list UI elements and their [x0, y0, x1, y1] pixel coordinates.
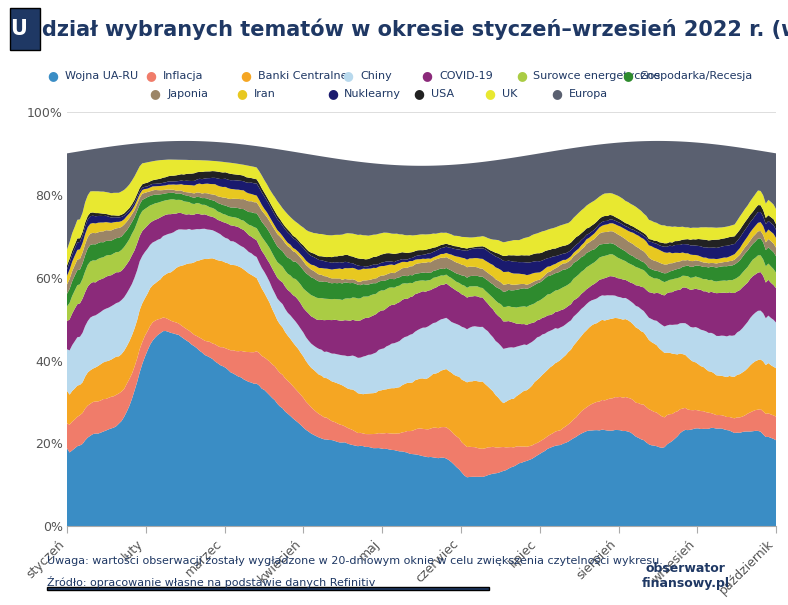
Text: ●: ● — [327, 87, 338, 100]
Text: Nuklearny: Nuklearny — [344, 89, 401, 99]
Text: Chiny: Chiny — [360, 71, 392, 80]
Text: ●: ● — [343, 69, 354, 82]
Text: ●: ● — [516, 69, 527, 82]
Text: Iran: Iran — [254, 89, 276, 99]
Text: COVID-19: COVID-19 — [439, 71, 492, 80]
Text: U: U — [10, 19, 27, 39]
Text: Źródło: opracowanie własne na podstawie danych Refinitiv: Źródło: opracowanie własne na podstawie … — [47, 576, 376, 588]
Text: Wojna UA-RU: Wojna UA-RU — [65, 71, 138, 80]
Text: ●: ● — [422, 69, 433, 82]
Text: ●: ● — [414, 87, 425, 100]
Text: ●: ● — [47, 69, 58, 82]
Text: Surowce energetyczne: Surowce energetyczne — [533, 71, 660, 80]
Text: ●: ● — [485, 87, 496, 100]
Text: Inflacja: Inflacja — [163, 71, 203, 80]
Text: dział wybranych tematów w okresie styczeń–wrzesień 2022 r. (wykres 2): dział wybranych tematów w okresie stycze… — [42, 18, 788, 40]
Text: Japonia: Japonia — [167, 89, 208, 99]
Text: Europa: Europa — [569, 89, 608, 99]
Text: finansowy.pl: finansowy.pl — [641, 577, 730, 590]
Text: obserwator: obserwator — [645, 562, 726, 575]
Text: ●: ● — [552, 87, 563, 100]
Text: ●: ● — [146, 69, 157, 82]
Text: Banki Centralne: Banki Centralne — [258, 71, 348, 80]
Text: ●: ● — [236, 87, 247, 100]
Text: UK: UK — [502, 89, 518, 99]
Text: ●: ● — [240, 69, 251, 82]
Text: Gospodarka/Recesja: Gospodarka/Recesja — [640, 71, 753, 80]
Text: Uwaga: wartości obserwacji zostały wygładzone w 20-dniowym oknie w celu zwiększe: Uwaga: wartości obserwacji zostały wygła… — [47, 555, 663, 566]
Text: ●: ● — [150, 87, 161, 100]
Text: USA: USA — [431, 89, 454, 99]
Text: ●: ● — [623, 69, 634, 82]
